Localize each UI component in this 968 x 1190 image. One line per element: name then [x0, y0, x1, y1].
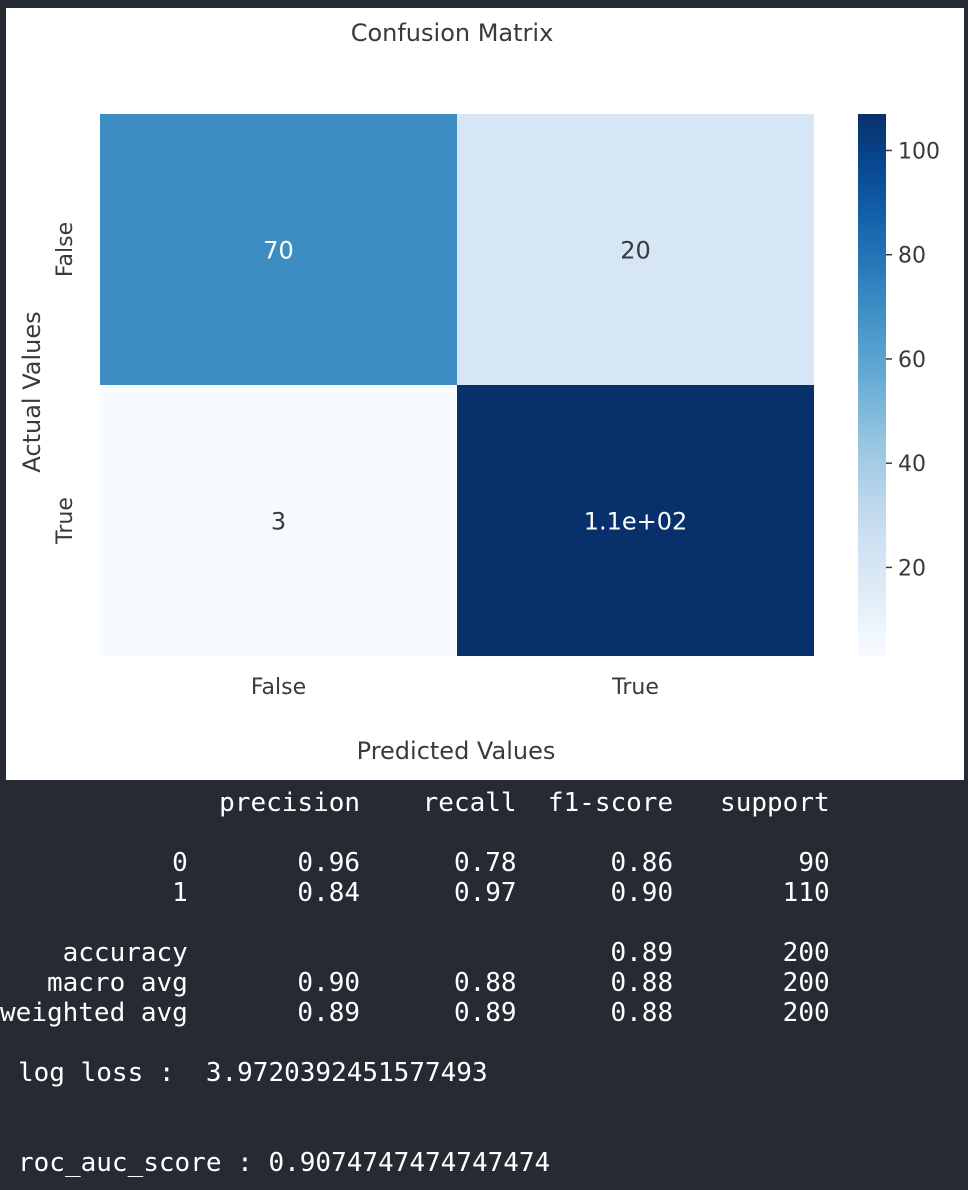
cell-annotation: 70	[263, 237, 294, 265]
report-line: accuracy 0.89 200	[0, 938, 830, 968]
confusion-matrix-figure: Confusion Matrix 70 20 3 1.1e+02 20 40 60 80 10…	[6, 8, 964, 780]
y-tick-label: True	[53, 497, 78, 545]
report-line: precision recall f1-score support	[0, 788, 830, 818]
heatmap-cell	[100, 385, 457, 656]
heatmap-cell	[457, 385, 814, 656]
x-axis-label: Predicted Values	[357, 737, 556, 765]
classification-report-output: precision recall f1-score support 0 0.96…	[0, 780, 968, 1190]
roc-auc-line: roc_auc_score : 0.9074747474747474	[18, 1148, 551, 1178]
colorbar-tick-label: 20	[898, 556, 926, 581]
chart-title: Confusion Matrix	[351, 19, 554, 47]
log-loss-line: log loss : 3.9720392451577493	[18, 1058, 488, 1088]
report-line: weighted avg 0.89 0.89 0.88 200	[0, 998, 830, 1028]
heatmap-cell	[100, 114, 457, 385]
colorbar	[858, 114, 886, 656]
colorbar-tick-label: 80	[898, 244, 926, 269]
report-line: 1 0.84 0.97 0.90 110	[0, 878, 830, 908]
x-tick-label: True	[611, 675, 659, 700]
cell-annotation: 20	[620, 237, 651, 265]
report-line: macro avg 0.90 0.88 0.88 200	[0, 968, 830, 998]
x-tick-label: False	[251, 675, 306, 700]
report-line: 0 0.96 0.78 0.86 90	[0, 848, 830, 878]
cell-annotation: 3	[271, 508, 286, 536]
colorbar-tick-label: 40	[898, 452, 926, 477]
confusion-matrix-chart: Confusion Matrix 70 20 3 1.1e+02 20 40 60 80 10…	[18, 19, 940, 765]
heatmap-cell	[457, 114, 814, 385]
colorbar-tick-label: 60	[898, 348, 926, 373]
cell-annotation: 1.1e+02	[584, 508, 688, 536]
colorbar-tick-label: 100	[898, 139, 940, 164]
y-axis-label: Actual Values	[18, 311, 46, 472]
y-tick-label: False	[53, 222, 78, 277]
